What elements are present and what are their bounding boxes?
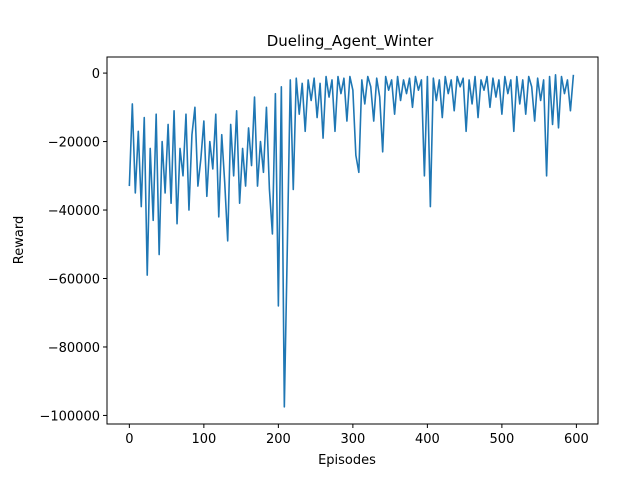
chart-title: Dueling_Agent_Winter [267, 32, 434, 51]
x-tick-label: 0 [125, 432, 133, 447]
y-tick-label: 0 [92, 67, 100, 82]
x-tick-label: 600 [564, 432, 589, 447]
x-axis-label: Episodes [318, 453, 376, 468]
y-tick-label: −40000 [48, 204, 100, 219]
y-tick-label: −20000 [48, 136, 100, 151]
x-tick-label: 300 [340, 432, 365, 447]
x-tick-label: 100 [191, 432, 216, 447]
x-tick-label: 200 [266, 432, 291, 447]
x-tick-label: 400 [415, 432, 440, 447]
y-tick-label: −60000 [48, 273, 100, 288]
y-tick-label: −100000 [39, 409, 100, 424]
y-axis-label: Reward [12, 216, 27, 264]
y-tick-label: −80000 [48, 341, 100, 356]
line-series [128, 74, 575, 408]
x-tick-label: 500 [489, 432, 514, 447]
plot-frame [106, 56, 599, 425]
